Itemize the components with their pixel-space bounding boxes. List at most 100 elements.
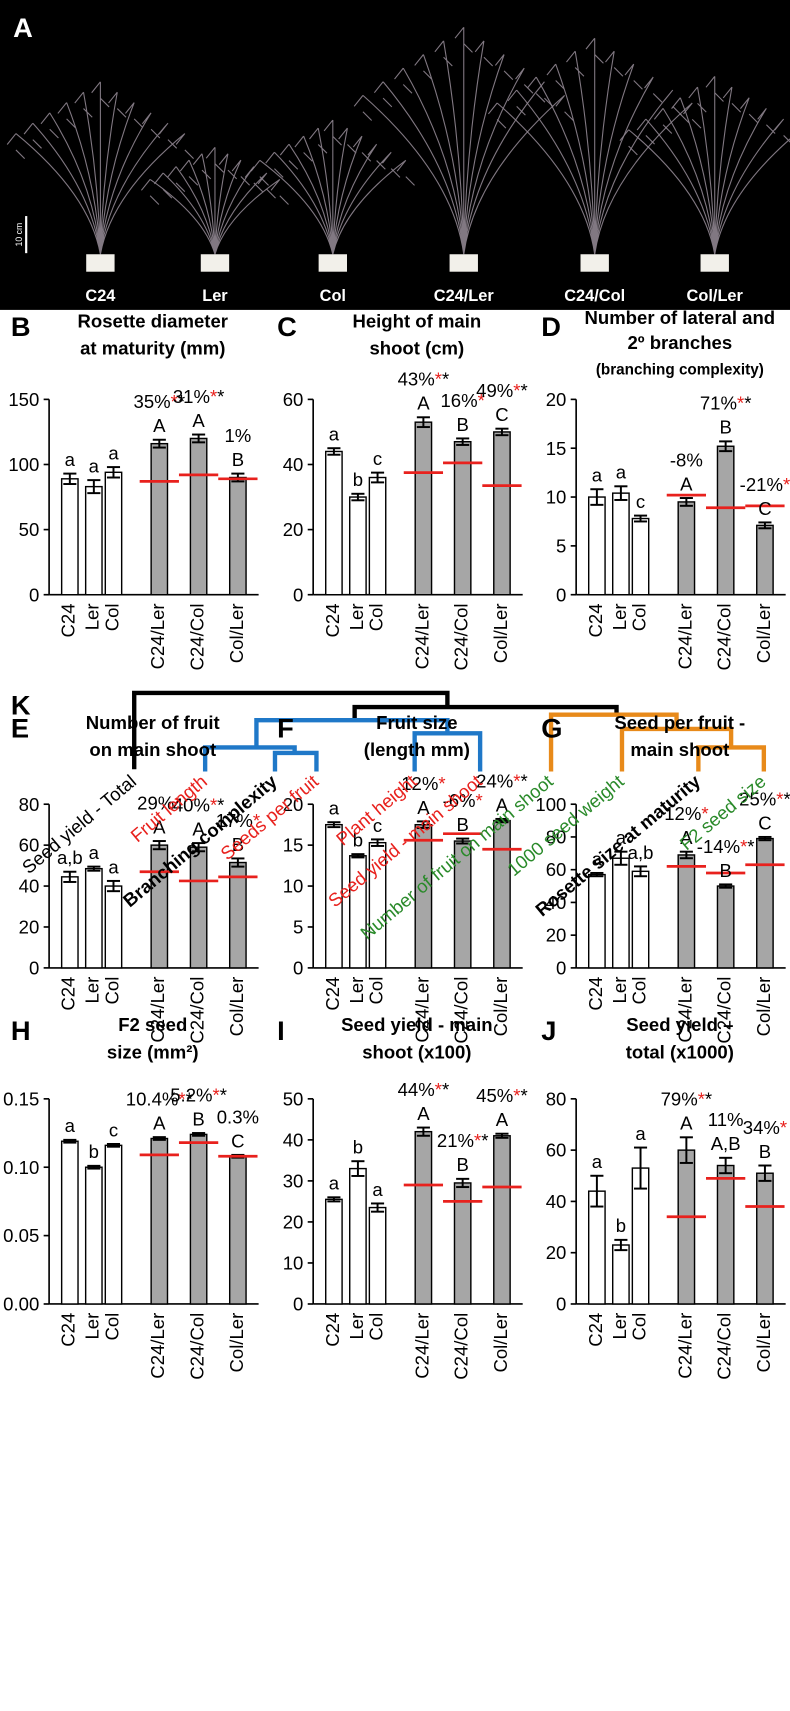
y-tick-label: 0 (29, 957, 39, 978)
error-bar (590, 488, 604, 506)
heterosis-percent: -21% (740, 474, 783, 495)
group-letter: A (680, 827, 693, 848)
y-tick-label: 20 (283, 519, 304, 540)
y-tick-label: 20 (19, 917, 40, 938)
photo-label: Col (320, 287, 346, 305)
panel-letter: C (277, 311, 297, 342)
error-bar (371, 1202, 385, 1213)
photo-background (0, 0, 790, 310)
error-bar (679, 1136, 693, 1164)
y-tick-label: 10 (283, 1253, 304, 1274)
midparent-star: * (438, 773, 445, 794)
x-tick-label: C24/Ler (147, 977, 168, 1043)
x-tick-label: C24/Ler (147, 1313, 168, 1379)
x-tick-label: Col/Ler (226, 603, 247, 663)
error-bar (614, 485, 628, 501)
x-tick-label: C24/Col (714, 603, 735, 670)
heterosis-label: 12%* (664, 803, 708, 824)
x-tick-label: C24/Ler (411, 977, 432, 1043)
error-bar (633, 865, 648, 878)
error-bar (456, 1177, 470, 1189)
bar (631, 517, 650, 596)
group-letter: c (373, 815, 382, 836)
bar (60, 1140, 79, 1305)
error-bar (719, 1156, 733, 1175)
midparent-star: * (780, 1117, 787, 1138)
x-tick-label: C24 (322, 603, 343, 637)
error-bar (351, 1160, 365, 1177)
x-tick-label: C24/Ler (411, 603, 432, 669)
group-letter: a (329, 424, 340, 445)
x-tick-label: Col (365, 603, 386, 631)
y-tick-label: 40 (546, 1191, 567, 1212)
heterosis-label: 24%** (476, 770, 528, 791)
bar (587, 1190, 606, 1305)
group-letter: A (153, 415, 166, 436)
error-bar (679, 850, 693, 860)
y-tick-label: 150 (8, 389, 39, 410)
bar (677, 1149, 696, 1305)
x-tick-label: C24/Col (714, 977, 735, 1044)
chart-title: Seed yield - main (341, 1014, 493, 1035)
group-letter: B (719, 860, 731, 881)
heterosis-percent: 21% (437, 1130, 474, 1151)
error-bar (63, 870, 77, 883)
heterosis-label: 79%** (661, 1089, 713, 1110)
chart-title: Height of main (352, 310, 481, 331)
error-bar (371, 471, 385, 484)
group-letter: a (329, 1173, 340, 1194)
error-bar (371, 838, 385, 847)
heterosis-label: 45%** (476, 1085, 528, 1106)
x-tick-label: C24 (585, 603, 606, 637)
y-tick-label: 40 (19, 876, 40, 897)
x-tick-label: C24/Col (187, 1313, 208, 1380)
y-tick-label: 0 (293, 1294, 303, 1315)
bar (368, 476, 387, 596)
y-tick-label: 80 (546, 826, 567, 847)
bar (349, 496, 367, 596)
heterosis-percent: 16% (440, 390, 477, 411)
panel-letter: F (277, 713, 294, 744)
error-bar (192, 842, 206, 853)
midparent-star: * (171, 391, 178, 412)
heterosis-percent: -14% (697, 836, 740, 857)
heterosis-label: 1% (224, 425, 251, 446)
y-tick-label: 20 (546, 925, 567, 946)
heterosis-label: -6%* (443, 790, 483, 811)
x-tick-label: Col (628, 1313, 649, 1341)
chart-title: 2º branches (627, 332, 732, 353)
x-tick-label: C24/Ler (674, 603, 695, 669)
branch (548, 712, 767, 772)
error-bar (495, 427, 509, 437)
bar (611, 857, 630, 969)
group-letter: B (456, 1154, 468, 1175)
y-tick-label: 60 (19, 835, 40, 856)
group-letter: c (109, 1119, 118, 1140)
y-tick-label: 15 (283, 835, 304, 856)
bar (756, 524, 774, 596)
bar (368, 1206, 387, 1305)
y-tick-label: 80 (546, 1088, 567, 1109)
heterosis-percent: 79% (661, 1089, 698, 1110)
group-letter: A (496, 1109, 509, 1130)
chart-title: on main shoot (89, 739, 216, 760)
x-tick-label: C24/Col (187, 603, 208, 670)
bar (325, 1198, 343, 1305)
group-letter: a (65, 1115, 76, 1136)
group-letter: a (635, 1123, 646, 1144)
error-bar (351, 853, 365, 859)
x-tick-label: Ler (346, 977, 367, 1004)
chart-title: (length mm) (364, 739, 470, 760)
x-tick-label: C24/Col (714, 1313, 735, 1380)
bestparent-star: * (186, 1088, 193, 1109)
x-tick-label: C24 (58, 603, 79, 637)
group-letter: b (616, 1215, 626, 1236)
x-tick-label: C24/Col (451, 603, 472, 670)
bar (325, 450, 343, 596)
group-letter: c (636, 491, 645, 512)
error-bar (719, 883, 733, 889)
bar (60, 478, 79, 596)
x-tick-label: Col (365, 1313, 386, 1341)
chart-title: total (x1000) (626, 1041, 734, 1062)
bestparent-star: * (783, 788, 790, 809)
